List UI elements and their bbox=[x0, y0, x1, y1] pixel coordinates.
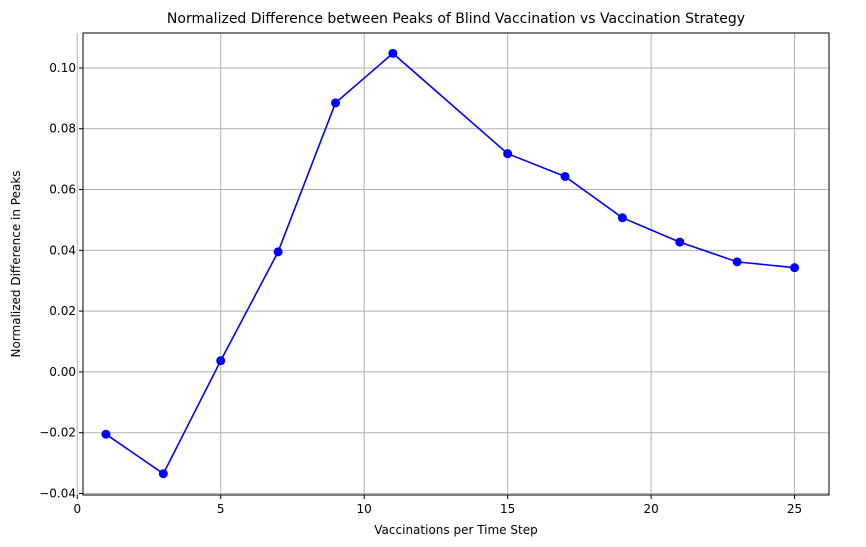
y-tick-label: 0.02 bbox=[49, 304, 76, 318]
y-tick-label: 0.06 bbox=[49, 183, 76, 197]
x-tick-label: 25 bbox=[787, 502, 802, 516]
data-point bbox=[158, 469, 168, 479]
data-point bbox=[503, 149, 513, 159]
plot-frame bbox=[82, 32, 830, 496]
data-point bbox=[216, 356, 226, 366]
y-tick-label: 0.10 bbox=[49, 61, 76, 75]
y-tick-label: −0.02 bbox=[39, 426, 76, 440]
chart-title: Normalized Difference between Peaks of B… bbox=[167, 11, 745, 27]
x-axis-label: Vaccinations per Time Step bbox=[374, 523, 537, 537]
x-tick-label: 5 bbox=[217, 502, 225, 516]
y-tick-label: 0.00 bbox=[49, 365, 76, 379]
data-point bbox=[732, 257, 742, 267]
grid bbox=[76, 33, 829, 495]
y-tick-label: 0.08 bbox=[49, 122, 76, 136]
y-tick-label: 0.04 bbox=[49, 243, 76, 257]
data-point bbox=[330, 98, 340, 108]
x-axis-ticks: 0 5 10 15 20 25 bbox=[73, 495, 802, 516]
data-point bbox=[388, 48, 398, 58]
data-point bbox=[560, 171, 570, 181]
x-tick-label: 0 bbox=[73, 502, 81, 516]
data-point bbox=[790, 263, 800, 273]
data-point bbox=[273, 247, 283, 257]
data-point bbox=[617, 213, 627, 223]
x-tick-label: 10 bbox=[357, 502, 372, 516]
data-point bbox=[101, 429, 111, 439]
series-line bbox=[105, 52, 795, 475]
x-tick-label: 20 bbox=[643, 502, 658, 516]
series-layer bbox=[101, 48, 800, 479]
data-point bbox=[675, 237, 685, 247]
y-axis-label: Normalized Difference in Peaks bbox=[9, 170, 23, 357]
y-tick-label: −0.04 bbox=[39, 486, 76, 500]
x-tick-label: 15 bbox=[500, 502, 515, 516]
y-axis-ticks: −0.04 −0.02 0.00 0.02 0.04 0.06 0.08 0.10 bbox=[39, 61, 83, 500]
